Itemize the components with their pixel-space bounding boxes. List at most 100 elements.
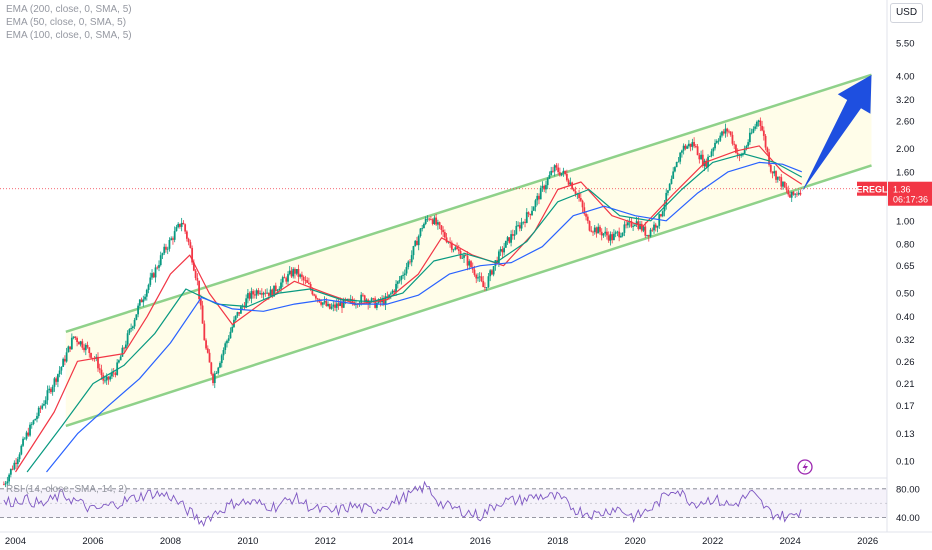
candle-body xyxy=(684,145,687,149)
candle-body xyxy=(8,474,11,482)
candle-body xyxy=(677,161,680,163)
candle-body xyxy=(292,268,295,277)
candle-body xyxy=(334,304,336,308)
candle-body xyxy=(440,225,443,230)
candle-body xyxy=(151,273,153,278)
candle-body xyxy=(724,128,727,134)
candle-body xyxy=(761,125,763,131)
candle-body xyxy=(205,340,207,349)
candle-body xyxy=(717,140,720,142)
candle-body xyxy=(447,241,450,243)
x-tick-label: 2018 xyxy=(547,536,568,547)
indicator-label-ema200[interactable]: EMA (200, close, 0, SMA, 5) xyxy=(6,4,132,15)
candle-body xyxy=(787,189,790,195)
candle-body xyxy=(775,171,777,180)
lightning-icon-bolt xyxy=(802,462,808,473)
candle-body xyxy=(112,372,115,374)
candle-body xyxy=(311,289,314,295)
candle-body xyxy=(170,238,173,241)
x-tick-label: 2010 xyxy=(237,536,258,547)
candle-body xyxy=(25,432,28,439)
bar-countdown: 06:17:36 xyxy=(893,195,928,205)
x-tick-label: 2022 xyxy=(702,536,723,547)
rsi-indicator-label[interactable]: RSI (14, close, SMA, 14, 2) xyxy=(6,484,128,495)
candle-body xyxy=(428,218,431,220)
candle-body xyxy=(454,247,457,250)
candle-body xyxy=(36,416,38,419)
candle-body xyxy=(581,200,584,208)
candle-body xyxy=(248,293,251,299)
projection-arrow[interactable] xyxy=(801,74,872,192)
candle-body xyxy=(391,290,394,294)
candle-body xyxy=(681,150,683,153)
candle-body xyxy=(503,247,506,253)
candle-body xyxy=(400,276,403,281)
price-label-box xyxy=(888,181,932,206)
candle-body xyxy=(184,224,187,232)
candle-body xyxy=(154,267,157,278)
candle-body xyxy=(510,234,512,243)
candle-body xyxy=(780,177,783,187)
candle-body xyxy=(464,255,467,256)
candle-body xyxy=(194,270,197,279)
candle-body xyxy=(424,218,427,224)
candle-body xyxy=(206,348,209,353)
candle-body xyxy=(257,290,260,294)
candle-body xyxy=(729,131,732,135)
candle-body xyxy=(513,234,516,236)
candle-body xyxy=(661,211,664,217)
candle-body xyxy=(69,346,72,350)
candle-body xyxy=(621,232,624,236)
candle-body xyxy=(426,218,429,220)
candle-body xyxy=(168,240,171,249)
candle-body xyxy=(694,146,697,147)
rsi-pane[interactable]: 80.00 40.00 xyxy=(0,480,920,528)
candle-body xyxy=(259,293,261,294)
candle-body xyxy=(682,145,685,151)
candle-body xyxy=(341,302,343,308)
y-tick-label: 0.32 xyxy=(896,335,915,346)
lightning-icon[interactable] xyxy=(797,459,813,475)
candle-body xyxy=(518,225,521,229)
candle-body xyxy=(172,238,174,240)
candle-body xyxy=(649,229,652,237)
candle-body xyxy=(104,380,106,382)
candle-body xyxy=(736,152,739,155)
candle-body xyxy=(4,483,7,485)
candle-body xyxy=(672,171,675,179)
candle-body xyxy=(67,346,70,353)
candle-body xyxy=(457,249,460,251)
rsi-band xyxy=(0,488,887,518)
candle-body xyxy=(443,232,446,238)
candle-body xyxy=(705,160,708,168)
candle-body xyxy=(76,338,78,343)
candle-body xyxy=(9,468,12,475)
candle-body xyxy=(480,276,483,281)
candle-body xyxy=(403,273,406,276)
candle-body xyxy=(365,299,368,302)
candle-body xyxy=(626,222,629,226)
candle-body xyxy=(201,305,204,324)
candle-body xyxy=(740,155,743,156)
candle-body xyxy=(13,462,16,470)
candle-body xyxy=(121,347,124,357)
indicator-label-ema100[interactable]: EMA (100, close, 0, SMA, 5) xyxy=(6,30,132,41)
candle-body xyxy=(660,214,662,217)
candle-body xyxy=(388,294,390,298)
candle-body xyxy=(578,193,580,199)
candle-body xyxy=(412,246,415,256)
candle-body xyxy=(674,167,676,172)
candle-body xyxy=(137,305,139,315)
indicator-label-ema50[interactable]: EMA (50, close, 0, SMA, 5) xyxy=(6,17,127,28)
candle-body xyxy=(287,274,289,282)
candle-body xyxy=(306,280,309,283)
candle-body xyxy=(185,231,188,239)
candle-body xyxy=(524,221,526,223)
regression-channel[interactable] xyxy=(65,73,872,428)
candle-body xyxy=(363,295,366,302)
candle-body xyxy=(210,362,213,374)
x-axis[interactable]: 2004 2006 2008 2010 2012 2014 2016 2018 2020 2022… xyxy=(5,536,878,547)
currency-button[interactable]: USD xyxy=(890,3,923,23)
